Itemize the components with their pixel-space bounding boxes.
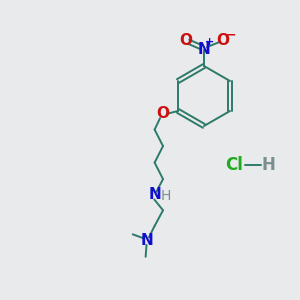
Text: N: N [148, 187, 161, 202]
Text: O: O [216, 33, 229, 48]
Text: +: + [206, 37, 214, 47]
Text: N: N [141, 233, 154, 248]
Text: Cl: Cl [225, 156, 243, 174]
Text: −: − [226, 28, 236, 42]
Text: H: H [161, 189, 171, 203]
Text: H: H [262, 156, 275, 174]
Text: O: O [179, 33, 193, 48]
Text: N: N [198, 42, 210, 57]
Text: O: O [157, 106, 169, 122]
